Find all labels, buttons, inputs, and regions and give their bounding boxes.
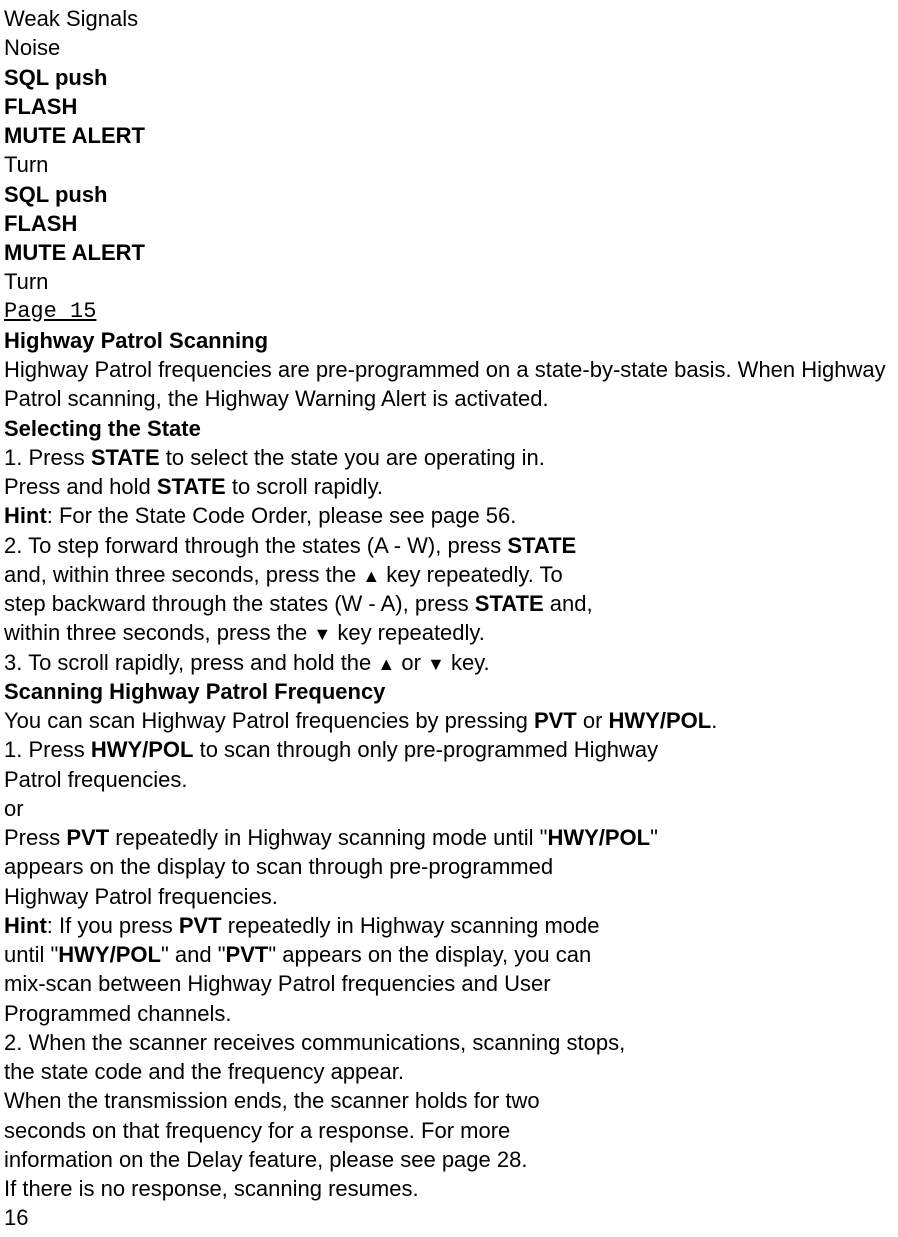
text-line: SQL push <box>4 63 894 92</box>
text-line: Weak Signals <box>4 4 894 33</box>
text-line: Hint: If you press PVT repeatedly in Hig… <box>4 911 894 940</box>
key-label: HWY/POL <box>609 708 712 733</box>
page-number: 16 <box>4 1203 894 1232</box>
text-span: Press <box>4 825 66 850</box>
text-span: until " <box>4 942 58 967</box>
up-arrow-icon: ▲ <box>362 567 380 585</box>
text-line: 1. Press STATE to select the state you a… <box>4 443 894 472</box>
text-line: 2. When the scanner receives communicati… <box>4 1028 894 1057</box>
text-line: and, within three seconds, press the ▲ k… <box>4 560 894 589</box>
heading: Highway Patrol Scanning <box>4 326 894 355</box>
text-line: within three seconds, press the ▼ key re… <box>4 618 894 647</box>
key-label: STATE <box>475 591 544 616</box>
text-line: FLASH <box>4 92 894 121</box>
text-line: Highway Patrol frequencies are pre-progr… <box>4 355 894 384</box>
text-span: and, <box>544 591 593 616</box>
down-arrow-icon: ▼ <box>313 625 331 643</box>
text-line: MUTE ALERT <box>4 238 894 267</box>
text-line: 1. Press HWY/POL to scan through only pr… <box>4 735 894 764</box>
text-span: or <box>395 650 427 675</box>
text-line: Noise <box>4 33 894 62</box>
heading: Selecting the State <box>4 414 894 443</box>
text-line: Hint: For the State Code Order, please s… <box>4 501 894 530</box>
text-line: FLASH <box>4 209 894 238</box>
text-line: Turn <box>4 150 894 179</box>
down-arrow-icon: ▼ <box>427 655 445 673</box>
text-span: key repeatedly. <box>331 620 485 645</box>
key-label: HWY/POL <box>547 825 650 850</box>
key-label: PVT <box>226 942 269 967</box>
text-line: Programmed channels. <box>4 999 894 1028</box>
text-line: Patrol scanning, the Highway Warning Ale… <box>4 384 894 413</box>
hint-label: Hint <box>4 913 47 938</box>
text-line: 2. To step forward through the states (A… <box>4 531 894 560</box>
text-line: mix-scan between Highway Patrol frequenc… <box>4 969 894 998</box>
text-span: : For the State Code Order, please see p… <box>47 503 517 528</box>
text-span: step backward through the states (W - A)… <box>4 591 475 616</box>
text-line: appears on the display to scan through p… <box>4 852 894 881</box>
key-label: PVT <box>534 708 577 733</box>
text-span: key repeatedly. To <box>380 562 563 587</box>
key-label: HWY/POL <box>91 737 194 762</box>
text-line: MUTE ALERT <box>4 121 894 150</box>
key-label: PVT <box>179 913 222 938</box>
text-span: repeatedly in Highway scanning mode unti… <box>109 825 547 850</box>
text-span: or <box>577 708 609 733</box>
text-line: the state code and the frequency appear. <box>4 1057 894 1086</box>
key-label: STATE <box>157 474 226 499</box>
text-span: " appears on the display, you can <box>268 942 591 967</box>
text-span: and, within three seconds, press the <box>4 562 362 587</box>
text-line: When the transmission ends, the scanner … <box>4 1086 894 1115</box>
text-span: " and " <box>161 942 226 967</box>
text-span: key. <box>445 650 490 675</box>
text-line: You can scan Highway Patrol frequencies … <box>4 706 894 735</box>
key-label: HWY/POL <box>58 942 161 967</box>
text-span: 2. To step forward through the states (A… <box>4 533 507 558</box>
page-link: Page 15 <box>4 297 894 326</box>
key-label: PVT <box>66 825 109 850</box>
text-span: : If you press <box>47 913 179 938</box>
text-span: repeatedly in Highway scanning mode <box>222 913 600 938</box>
heading: Scanning Highway Patrol Frequency <box>4 677 894 706</box>
text-span: 3. To scroll rapidly, press and hold the <box>4 650 377 675</box>
text-line: Press and hold STATE to scroll rapidly. <box>4 472 894 501</box>
text-line: Patrol frequencies. <box>4 765 894 794</box>
text-span: to scan through only pre-programmed High… <box>193 737 658 762</box>
text-span: to select the state you are operating in… <box>160 445 545 470</box>
text-span: to scroll rapidly. <box>226 474 383 499</box>
key-label: STATE <box>91 445 160 470</box>
text-span: You can scan Highway Patrol frequencies … <box>4 708 534 733</box>
hint-label: Hint <box>4 503 47 528</box>
text-span: . <box>711 708 717 733</box>
text-line: SQL push <box>4 180 894 209</box>
up-arrow-icon: ▲ <box>377 655 395 673</box>
text-line: seconds on that frequency for a response… <box>4 1116 894 1145</box>
text-line: Turn <box>4 267 894 296</box>
text-line: step backward through the states (W - A)… <box>4 589 894 618</box>
text-span: Press and hold <box>4 474 157 499</box>
text-span: 1. Press <box>4 737 91 762</box>
text-line: Highway Patrol frequencies. <box>4 882 894 911</box>
text-line: until "HWY/POL" and "PVT" appears on the… <box>4 940 894 969</box>
text-span: 1. Press <box>4 445 91 470</box>
text-span: " <box>650 825 658 850</box>
text-line: or <box>4 794 894 823</box>
text-span: within three seconds, press the <box>4 620 313 645</box>
text-line: If there is no response, scanning resume… <box>4 1174 894 1203</box>
text-line: 3. To scroll rapidly, press and hold the… <box>4 648 894 677</box>
text-line: Press PVT repeatedly in Highway scanning… <box>4 823 894 852</box>
text-line: information on the Delay feature, please… <box>4 1145 894 1174</box>
key-label: STATE <box>507 533 576 558</box>
